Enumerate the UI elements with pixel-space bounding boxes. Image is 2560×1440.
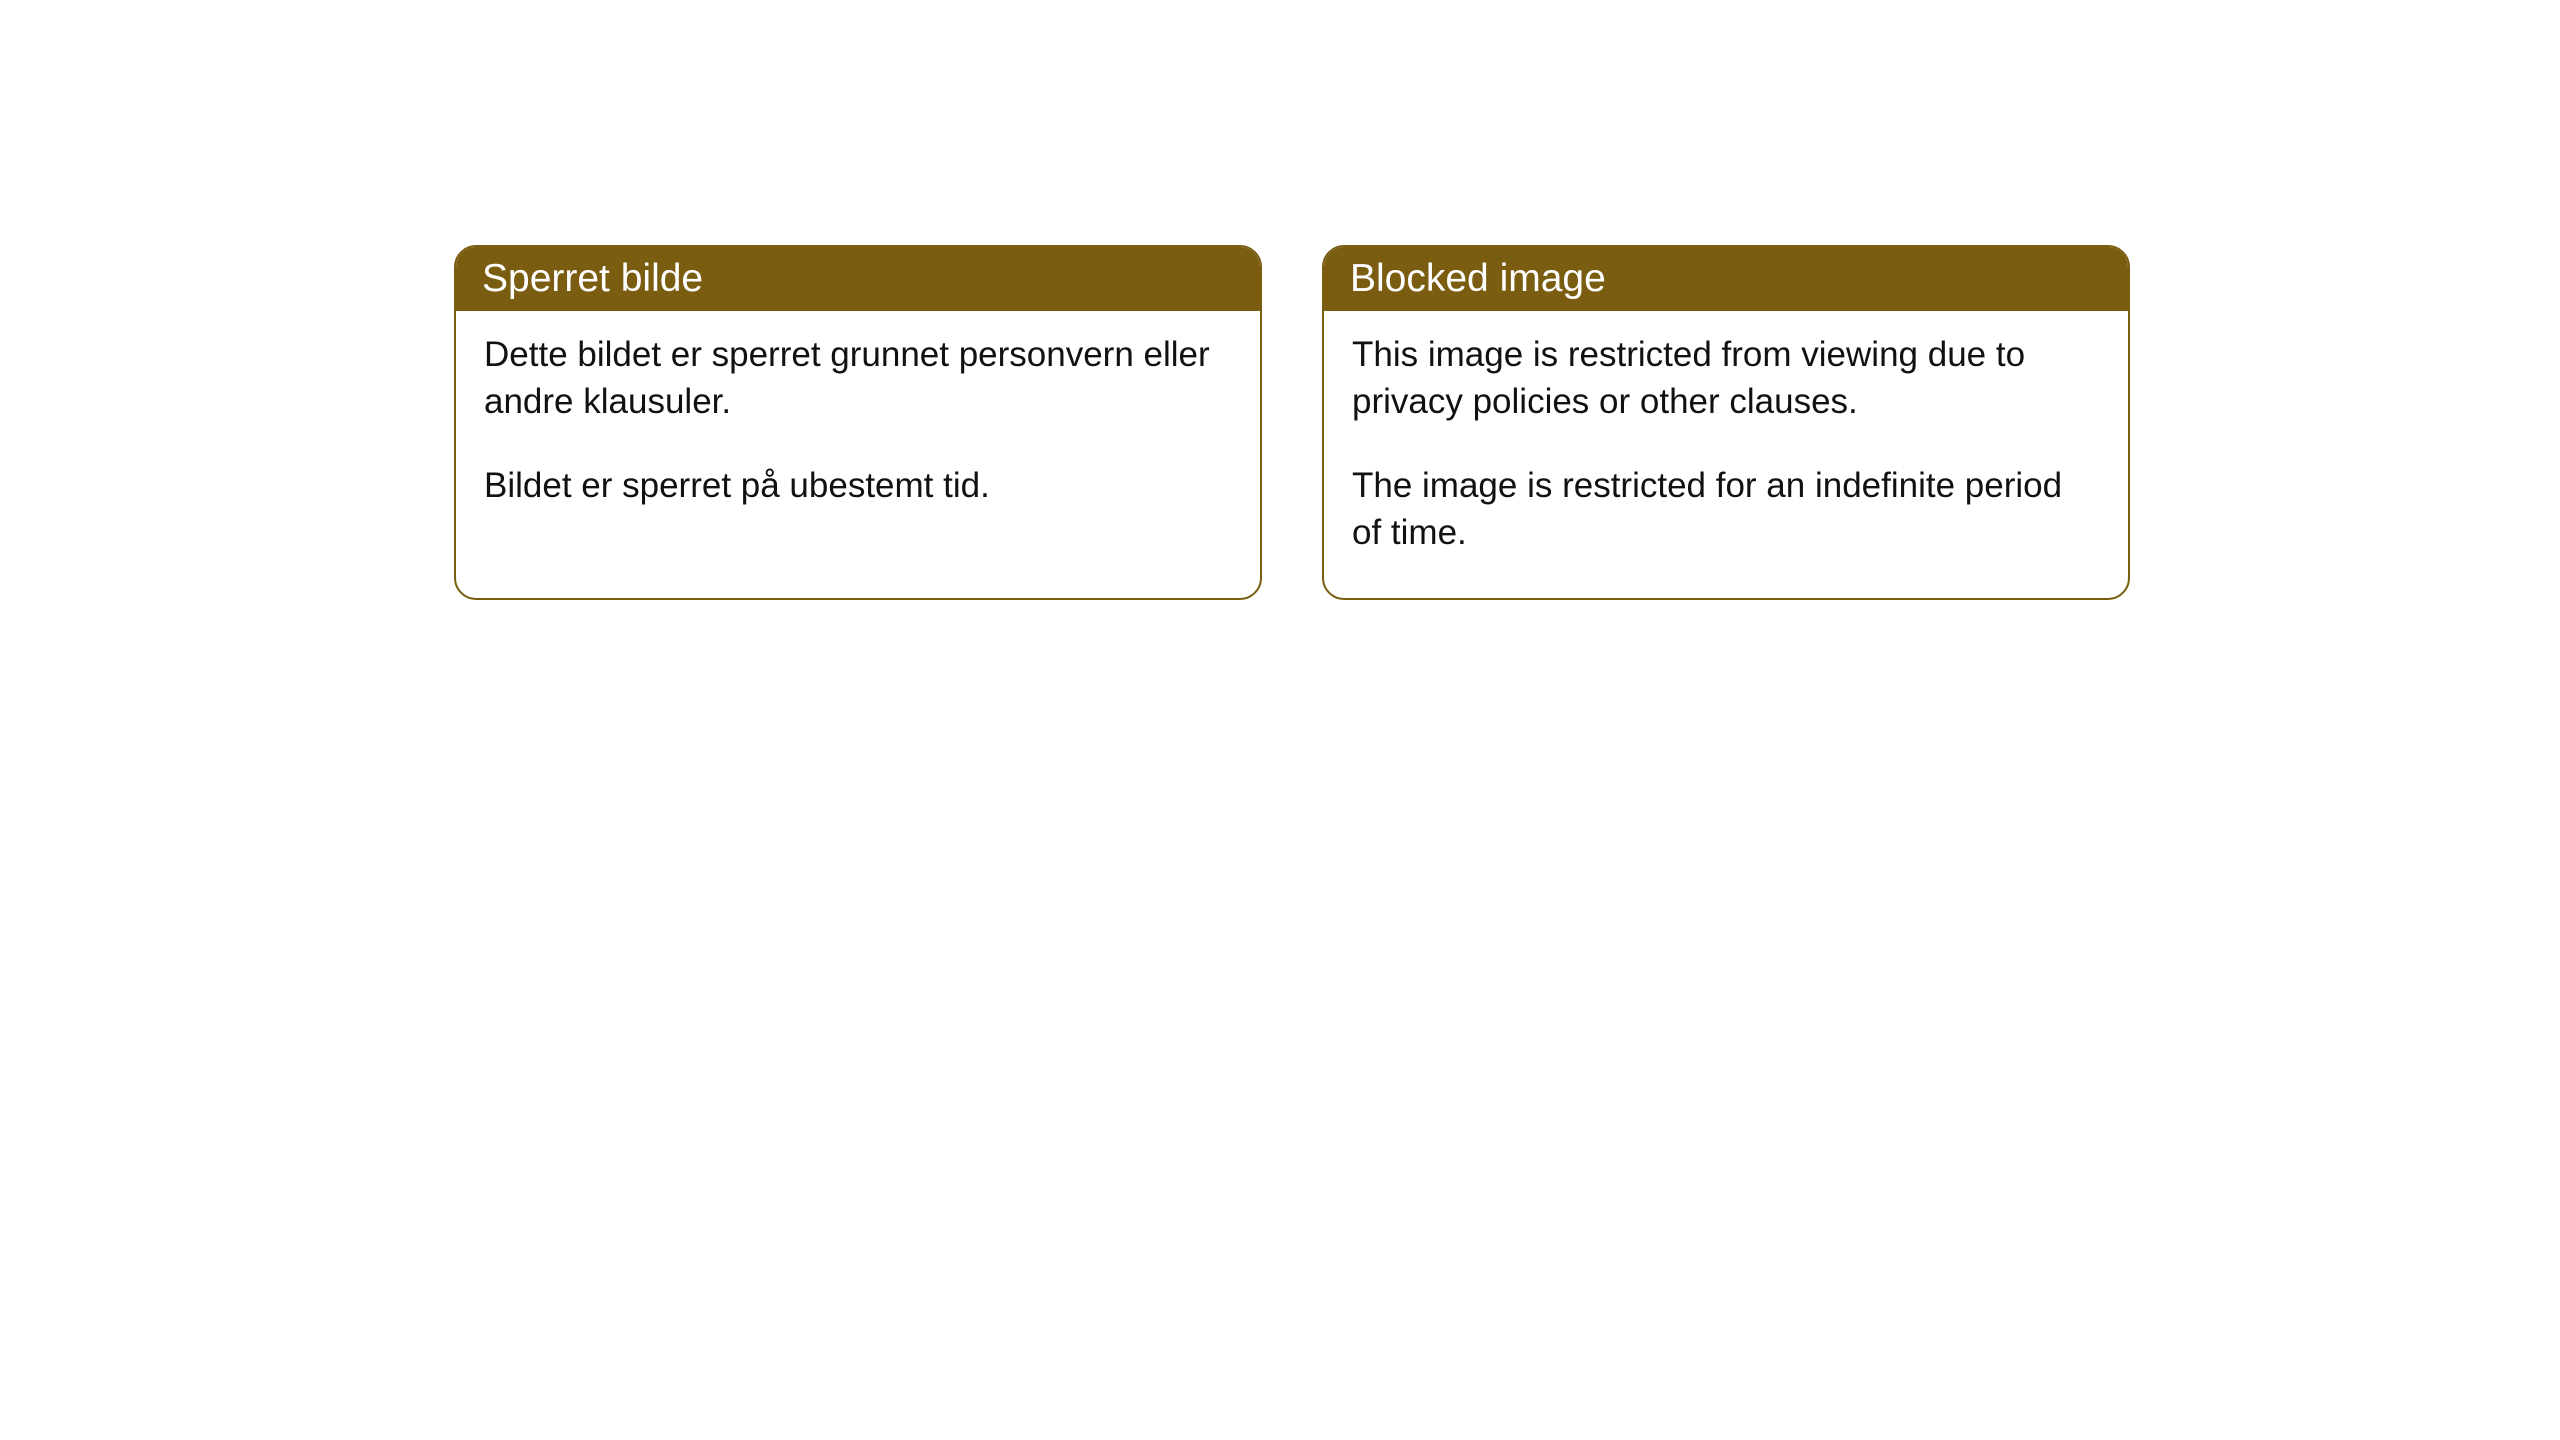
card-paragraph: The image is restricted for an indefinit…	[1352, 462, 2100, 557]
card-body: This image is restricted from viewing du…	[1324, 311, 2128, 598]
card-header: Sperret bilde	[456, 247, 1260, 311]
card-body: Dette bildet er sperret grunnet personve…	[456, 311, 1260, 551]
card-paragraph: This image is restricted from viewing du…	[1352, 331, 2100, 426]
notice-card-english: Blocked image This image is restricted f…	[1322, 245, 2130, 600]
card-paragraph: Bildet er sperret på ubestemt tid.	[484, 462, 1232, 509]
card-header: Blocked image	[1324, 247, 2128, 311]
card-title: Blocked image	[1350, 257, 1606, 300]
notice-card-norwegian: Sperret bilde Dette bildet er sperret gr…	[454, 245, 1262, 600]
notice-cards-container: Sperret bilde Dette bildet er sperret gr…	[0, 0, 2560, 600]
card-paragraph: Dette bildet er sperret grunnet personve…	[484, 331, 1232, 426]
card-title: Sperret bilde	[482, 257, 703, 300]
